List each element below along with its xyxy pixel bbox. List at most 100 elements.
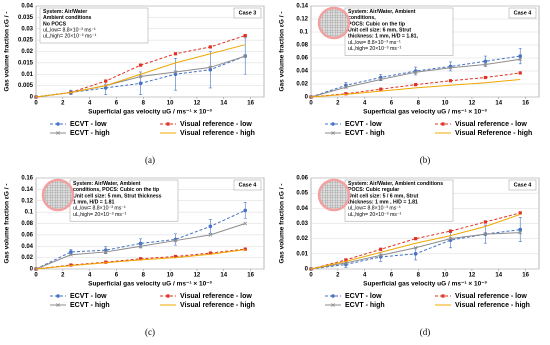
legend-label: Visual reference - low bbox=[455, 293, 527, 300]
legend-marker bbox=[331, 122, 335, 126]
x-tick-label: 8 bbox=[417, 273, 421, 279]
x-tick-label: 14 bbox=[220, 101, 227, 107]
annotation-line: uL,low= 8.8×10⁻³ ms⁻¹ bbox=[348, 206, 401, 212]
legend-marker bbox=[166, 294, 170, 298]
legend-label: Visual reference - high bbox=[455, 302, 530, 309]
series-line bbox=[35, 249, 246, 270]
data-point bbox=[139, 63, 143, 67]
x-tick-label: 16 bbox=[247, 101, 254, 107]
data-point bbox=[414, 237, 418, 241]
legend-marker bbox=[441, 294, 445, 298]
y-tick-label: 0.025 bbox=[18, 38, 34, 44]
x-tick-label: 0 bbox=[309, 273, 313, 279]
annotation-line: System: Air/Water bbox=[43, 9, 87, 15]
x-tick-label: 0 bbox=[309, 101, 313, 107]
x-tick-label: 16 bbox=[247, 273, 254, 279]
data-point bbox=[243, 221, 248, 226]
data-point bbox=[103, 250, 108, 254]
x-axis-label: Superficial gas velocity uG / ms⁻¹ × 10⁻… bbox=[363, 109, 488, 116]
data-point bbox=[413, 245, 418, 250]
legend-label: ECVT - low bbox=[345, 293, 382, 300]
x-axis-label: Superficial gas velocity uG / ms⁻¹ × 10⁻… bbox=[88, 109, 213, 116]
data-point bbox=[138, 74, 143, 79]
y-axis-label: Gas volume fraction εG / - bbox=[4, 11, 11, 91]
annotation-box bbox=[69, 179, 179, 222]
annotation-line: uL,high= 20×10⁻³ ms⁻¹ bbox=[43, 34, 97, 40]
annotation-line: uL,high= 20×10⁻³ ms⁻¹ bbox=[348, 212, 402, 218]
x-tick-label: 4 bbox=[363, 273, 367, 279]
data-point bbox=[379, 247, 383, 251]
x-tick-label: 12 bbox=[469, 273, 476, 279]
y-tick-label: 0.06 bbox=[296, 56, 308, 62]
x-tick-label: 8 bbox=[142, 273, 146, 279]
y-tick-label: 0.005 bbox=[18, 83, 34, 89]
legend-marker bbox=[56, 303, 60, 307]
y-tick-label: 0.14 bbox=[21, 187, 33, 193]
annotation-line: System: Air/Water, Ambient bbox=[348, 9, 416, 15]
x-tick-label: 6 bbox=[115, 101, 119, 107]
y-tick-label: 0.08 bbox=[21, 221, 33, 227]
x-tick-label: 0 bbox=[34, 101, 38, 107]
annotation: System: Air/Water, Ambient conditionsPOC… bbox=[344, 179, 454, 222]
annotation: System: Air/Water, Ambientconditions,POC… bbox=[344, 7, 454, 56]
annotation-line: 1 mm, H/D = 1.81 bbox=[73, 199, 114, 205]
data-point bbox=[138, 241, 143, 246]
data-point bbox=[343, 85, 348, 90]
data-point bbox=[139, 257, 143, 261]
y-tick-label: 0.015 bbox=[18, 60, 34, 66]
annotation-line: Unit cell size: 5 / 6 mm, Strut bbox=[348, 193, 419, 199]
annotation-line: uL,low= 8.8×10⁻³ ms⁻¹ bbox=[73, 206, 126, 212]
data-point bbox=[414, 83, 418, 87]
annotation-line: uL,low= 8.8×10⁻³ ms⁻¹ bbox=[348, 40, 401, 46]
data-point bbox=[173, 70, 178, 74]
legend-marker bbox=[331, 303, 335, 307]
data-point bbox=[173, 238, 178, 243]
y-tick-label: 0.03 bbox=[296, 221, 308, 227]
data-point bbox=[379, 87, 383, 91]
legend-label: ECVT - low bbox=[70, 121, 107, 128]
annotation-line: conditions, POCS: Cubic on the tip bbox=[73, 187, 159, 193]
legend-marker bbox=[166, 122, 170, 126]
data-point bbox=[138, 244, 143, 249]
x-tick-label: 2 bbox=[336, 273, 340, 279]
y-tick-label: 0.04 bbox=[21, 4, 33, 10]
legend-label: Visual reference - low bbox=[455, 121, 527, 128]
x-tick-label: 12 bbox=[194, 273, 201, 279]
panel-label: (d) bbox=[420, 327, 431, 337]
case-box bbox=[508, 179, 537, 191]
x-tick-label: 6 bbox=[115, 273, 119, 279]
legend-label: Visual reference - high bbox=[180, 302, 255, 309]
case-box bbox=[233, 179, 262, 191]
data-point bbox=[518, 57, 523, 62]
y-tick-label: 0.1 bbox=[300, 30, 309, 36]
data-point bbox=[243, 208, 248, 213]
x-tick-label: 14 bbox=[220, 273, 227, 279]
data-point bbox=[138, 81, 143, 86]
y-tick-label: 0.01 bbox=[296, 251, 308, 257]
data-point bbox=[518, 230, 523, 235]
x-tick-label: 2 bbox=[61, 101, 65, 107]
y-tick-label: 0 bbox=[30, 267, 34, 273]
x-tick-label: 14 bbox=[495, 273, 502, 279]
legend-label: ECVT - low bbox=[70, 293, 107, 300]
y-tick-label: 0.01 bbox=[21, 72, 33, 78]
y-tick-label: 0.02 bbox=[296, 236, 308, 242]
panel-label: (c) bbox=[145, 327, 155, 337]
data-point bbox=[243, 33, 247, 38]
y-tick-label: 0.03 bbox=[21, 26, 33, 32]
x-tick-label: 10 bbox=[442, 273, 449, 279]
legend-label: Visual Reference - high bbox=[455, 130, 532, 137]
annotation-line: POCS: Cubic on the tip bbox=[348, 21, 405, 27]
data-point bbox=[104, 79, 108, 83]
annotation-line: conditions, bbox=[348, 15, 376, 21]
x-tick-label: 8 bbox=[142, 101, 146, 107]
series-line bbox=[310, 213, 521, 270]
data-point bbox=[483, 59, 488, 64]
x-tick-label: 16 bbox=[522, 273, 529, 279]
annotation-line: Unit cell size: 5 mm, Strut thickness bbox=[73, 193, 162, 199]
legend-label: ECVT - high bbox=[70, 130, 110, 137]
annotation-line: System: Air/Water, Ambient bbox=[73, 181, 141, 187]
y-axis-label: Gas volume fraction εG / - bbox=[4, 183, 11, 263]
legend-marker bbox=[56, 131, 60, 135]
data-point bbox=[483, 220, 487, 224]
